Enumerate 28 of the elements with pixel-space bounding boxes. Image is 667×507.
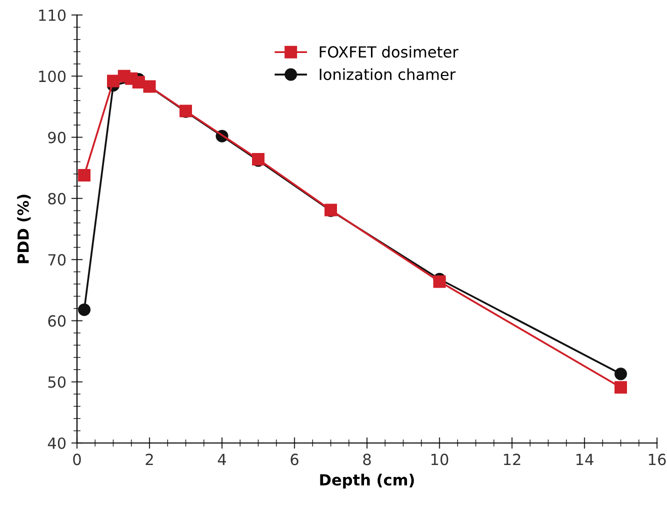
point [78,303,90,316]
y-tick-label: 90 [48,132,66,144]
x-tick-label: 14 [576,454,594,466]
x-tick-label: 10 [431,454,448,466]
x-tick-label: 16 [648,454,666,466]
y-tick-label: 60 [48,315,66,327]
y-tick-label: 100 [39,70,66,82]
x-tick-label: 12 [504,454,520,466]
x-tick-label: 4 [218,454,226,466]
point [614,368,627,380]
y-axis-title: PDD (%) [17,194,31,264]
y-tick-label: 110 [39,9,66,22]
point [107,74,120,88]
x-tick-label: 8 [363,454,371,466]
x-tick-label: 2 [146,454,153,466]
x-tick-label: 6 [290,454,298,466]
y-tick-label: 70 [48,254,66,266]
point [78,168,90,182]
x-tick-label: 0 [73,454,81,466]
legend-label: Ionization chamer [320,68,456,80]
legend-label: FOXFET dosimeter [320,46,458,58]
y-tick-label: 40 [48,437,66,450]
x-axis-title: Depth (cm) [320,474,414,489]
point [614,381,627,394]
point [143,80,156,93]
y-tick-label: 50 [48,376,66,388]
y-tick-label: 80 [48,192,66,204]
point [433,275,446,288]
